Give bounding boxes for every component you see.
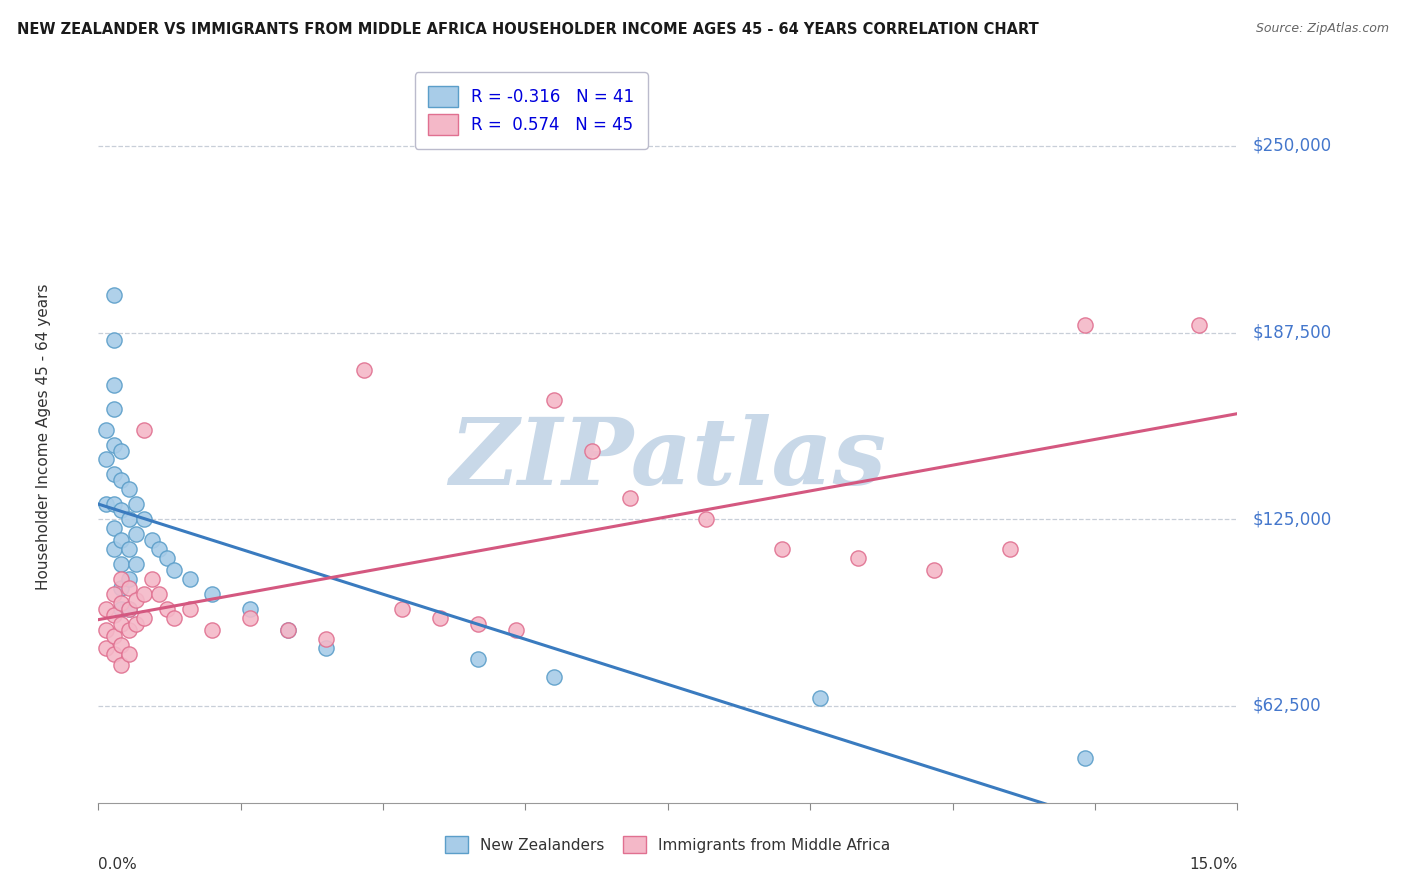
Point xyxy=(103,607,125,622)
Point xyxy=(467,652,489,666)
Point xyxy=(125,527,148,541)
Point xyxy=(770,542,793,557)
Point xyxy=(163,610,186,624)
Point xyxy=(543,392,565,407)
Point xyxy=(201,587,224,601)
Point xyxy=(998,542,1021,557)
Point xyxy=(110,638,132,652)
Point xyxy=(110,616,132,631)
Point xyxy=(94,423,117,437)
Point xyxy=(110,658,132,673)
Point xyxy=(277,623,299,637)
Point xyxy=(148,542,170,557)
Legend: New Zealanders, Immigrants from Middle Africa: New Zealanders, Immigrants from Middle A… xyxy=(437,828,898,861)
Point xyxy=(103,521,125,535)
Point xyxy=(467,616,489,631)
Point xyxy=(118,581,141,595)
Point xyxy=(125,616,148,631)
Point xyxy=(118,483,141,497)
Point xyxy=(118,572,141,586)
Point xyxy=(94,497,117,511)
Point xyxy=(118,647,141,661)
Point xyxy=(103,587,125,601)
Point xyxy=(353,363,375,377)
Point xyxy=(103,401,125,416)
Point xyxy=(110,474,132,488)
Point xyxy=(156,551,179,566)
Text: $250,000: $250,000 xyxy=(1253,137,1331,155)
Point xyxy=(125,592,148,607)
Point xyxy=(103,288,125,302)
Point xyxy=(179,601,201,615)
Point xyxy=(103,437,125,451)
Point xyxy=(103,333,125,347)
Point xyxy=(125,557,148,571)
Point xyxy=(118,601,141,615)
Point xyxy=(239,610,262,624)
Point xyxy=(103,467,125,482)
Point xyxy=(125,497,148,511)
Point xyxy=(103,377,125,392)
Text: ZIPatlas: ZIPatlas xyxy=(450,414,886,504)
Point xyxy=(1074,751,1097,765)
Point xyxy=(808,691,831,706)
Point xyxy=(132,423,155,437)
Point xyxy=(103,542,125,557)
Point xyxy=(695,512,717,526)
Point xyxy=(94,601,117,615)
Point xyxy=(118,623,141,637)
Point xyxy=(110,581,132,595)
Point xyxy=(118,601,141,615)
Point xyxy=(846,551,869,566)
Point xyxy=(201,623,224,637)
Point xyxy=(1074,318,1097,332)
Point xyxy=(110,601,132,615)
Point xyxy=(1188,318,1211,332)
Point xyxy=(179,572,201,586)
Point xyxy=(429,610,451,624)
Point xyxy=(141,572,163,586)
Point xyxy=(141,533,163,547)
Text: $125,000: $125,000 xyxy=(1253,510,1331,528)
Text: 0.0%: 0.0% xyxy=(98,856,138,871)
Point xyxy=(239,601,262,615)
Point xyxy=(315,632,337,646)
Point xyxy=(103,497,125,511)
Point xyxy=(505,623,527,637)
Point xyxy=(132,610,155,624)
Point xyxy=(103,629,125,643)
Point xyxy=(118,512,141,526)
Text: NEW ZEALANDER VS IMMIGRANTS FROM MIDDLE AFRICA HOUSEHOLDER INCOME AGES 45 - 64 Y: NEW ZEALANDER VS IMMIGRANTS FROM MIDDLE … xyxy=(17,22,1039,37)
Text: 15.0%: 15.0% xyxy=(1189,856,1237,871)
Point xyxy=(110,503,132,517)
Point xyxy=(148,587,170,601)
Point xyxy=(94,452,117,467)
Point xyxy=(315,640,337,655)
Point xyxy=(110,533,132,547)
Point xyxy=(391,601,413,615)
Point xyxy=(94,623,117,637)
Point xyxy=(110,557,132,571)
Point xyxy=(543,670,565,684)
Point xyxy=(581,443,603,458)
Point xyxy=(922,563,945,577)
Point xyxy=(110,443,132,458)
Point xyxy=(163,563,186,577)
Point xyxy=(132,587,155,601)
Text: Householder Income Ages 45 - 64 years: Householder Income Ages 45 - 64 years xyxy=(37,284,51,591)
Point xyxy=(132,512,155,526)
Point xyxy=(277,623,299,637)
Text: Source: ZipAtlas.com: Source: ZipAtlas.com xyxy=(1256,22,1389,36)
Point xyxy=(110,572,132,586)
Point xyxy=(118,542,141,557)
Text: $62,500: $62,500 xyxy=(1253,697,1322,714)
Point xyxy=(619,491,641,506)
Point xyxy=(103,647,125,661)
Point xyxy=(156,601,179,615)
Text: $187,500: $187,500 xyxy=(1253,324,1331,342)
Point xyxy=(94,640,117,655)
Point xyxy=(110,596,132,610)
